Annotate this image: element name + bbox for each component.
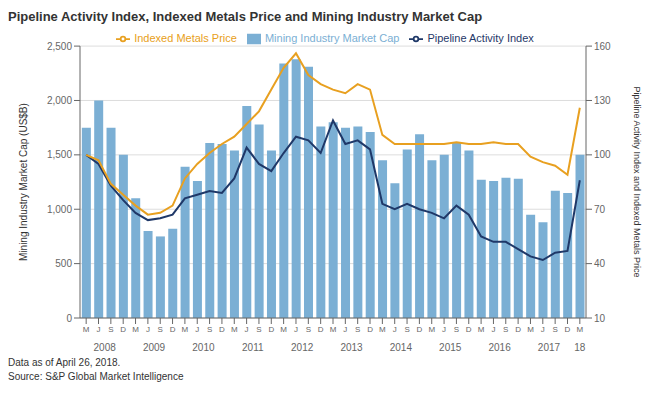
svg-text:D: D — [367, 325, 373, 334]
svg-text:2015: 2015 — [439, 342, 462, 353]
svg-text:S: S — [503, 325, 508, 334]
svg-text:2016: 2016 — [488, 342, 511, 353]
svg-text:M: M — [280, 325, 287, 334]
svg-text:2008: 2008 — [94, 342, 117, 353]
svg-text:Pipeline Activity Index and In: Pipeline Activity Index and Indexed Meta… — [632, 86, 642, 277]
html-text:Pipeline Activity Index, Index: Pipeline Activity Index, Indexed Metals … — [8, 9, 483, 24]
svg-text:D: D — [318, 325, 324, 334]
html-text:Mining Industry Market Cap: Mining Industry Market Cap — [264, 32, 400, 44]
svg-text:S: S — [552, 325, 557, 334]
svg-text:J: J — [343, 325, 347, 334]
html-text:Pipeline Activity Index: Pipeline Activity Index — [427, 32, 534, 44]
svg-text:M: M — [182, 325, 189, 334]
svg-text:M: M — [132, 325, 139, 334]
svg-text:M: M — [527, 325, 534, 334]
svg-text:D: D — [515, 325, 521, 334]
svg-text:2,000: 2,000 — [47, 95, 72, 106]
svg-text:2012: 2012 — [291, 342, 314, 353]
svg-text:D: D — [219, 325, 225, 334]
svg-text:2017: 2017 — [538, 342, 561, 353]
svg-text:10: 10 — [594, 313, 606, 324]
svg-text:18: 18 — [574, 342, 586, 353]
svg-text:J: J — [393, 325, 397, 334]
svg-text:J: J — [245, 325, 249, 334]
svg-text:500: 500 — [55, 258, 72, 269]
svg-text:J: J — [442, 325, 446, 334]
svg-text:M: M — [428, 325, 435, 334]
svg-text:M: M — [83, 325, 90, 334]
svg-text:100: 100 — [594, 149, 611, 160]
svg-text:2013: 2013 — [340, 342, 363, 353]
svg-text:D: D — [565, 325, 571, 334]
svg-text:S: S — [158, 325, 163, 334]
svg-text:160: 160 — [594, 41, 611, 52]
svg-text:0: 0 — [66, 313, 72, 324]
svg-text:M: M — [330, 325, 337, 334]
svg-text:J: J — [491, 325, 495, 334]
svg-text:M: M — [576, 325, 583, 334]
svg-text:D: D — [268, 325, 274, 334]
svg-text:D: D — [466, 325, 472, 334]
svg-text:M: M — [478, 325, 485, 334]
svg-text:J: J — [146, 325, 150, 334]
svg-text:130: 130 — [594, 95, 611, 106]
svg-text:2,500: 2,500 — [47, 41, 72, 52]
svg-text:Mining Industry Market Cap (US: Mining Industry Market Cap (US$B) — [18, 103, 29, 261]
svg-text:M: M — [231, 325, 238, 334]
svg-text:1,500: 1,500 — [47, 149, 72, 160]
svg-text:S: S — [306, 325, 311, 334]
svg-text:D: D — [170, 325, 176, 334]
svg-text:M: M — [379, 325, 386, 334]
svg-text:40: 40 — [594, 258, 606, 269]
svg-text:S: S — [404, 325, 409, 334]
svg-text:J: J — [97, 325, 101, 334]
svg-text:70: 70 — [594, 204, 606, 215]
svg-text:D: D — [416, 325, 422, 334]
svg-text:S: S — [108, 325, 113, 334]
svg-text:S: S — [355, 325, 360, 334]
svg-text:S: S — [256, 325, 261, 334]
svg-text:J: J — [195, 325, 199, 334]
html-text:Indexed Metals Price: Indexed Metals Price — [134, 32, 237, 44]
svg-text:S: S — [454, 325, 459, 334]
svg-text:J: J — [294, 325, 298, 334]
svg-text:J: J — [541, 325, 545, 334]
svg-text:1,000: 1,000 — [47, 204, 72, 215]
svg-text:S: S — [207, 325, 212, 334]
svg-text:2010: 2010 — [192, 342, 215, 353]
html-text:Data as of April 26, 2018.: Data as of April 26, 2018. — [8, 357, 121, 368]
svg-text:2014: 2014 — [390, 342, 413, 353]
svg-text:2011: 2011 — [242, 342, 264, 353]
svg-text:2009: 2009 — [143, 342, 166, 353]
html-text:Source: S&P Global Market Inte: Source: S&P Global Market Intelligence — [8, 371, 184, 382]
svg-text:D: D — [120, 325, 126, 334]
